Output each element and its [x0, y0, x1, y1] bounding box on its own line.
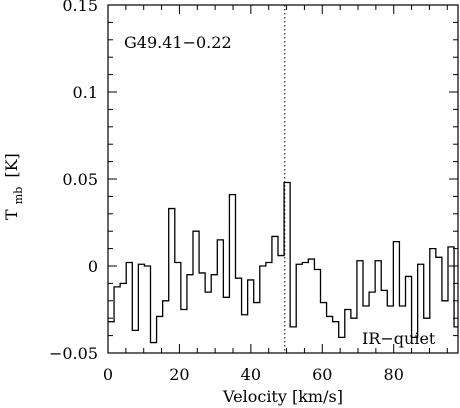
x-axis-label: Velocity [km/s]	[222, 387, 343, 406]
x-tick-label: 80	[384, 365, 404, 384]
y-axis-label-main: T	[2, 209, 21, 220]
y-axis-label-unit: [K]	[2, 153, 21, 177]
svg-text:T mb [K]: T mb [K]	[2, 153, 26, 220]
classification-label: IR−quiet	[362, 329, 436, 348]
y-tick-label: 0.05	[62, 170, 98, 189]
source-name-label: G49.41−0.22	[124, 33, 232, 52]
y-tick-label: 0	[88, 257, 98, 276]
x-tick-label: 20	[169, 365, 189, 384]
spectrum-bins	[108, 182, 458, 342]
y-axis-tick-labels: −0.05 0 0.05 0.1 0.15	[49, 0, 98, 363]
y-axis-ticks	[108, 4, 458, 354]
x-tick-label: 60	[312, 365, 332, 384]
y-tick-label: 0.15	[62, 0, 98, 15]
x-tick-label: 40	[241, 365, 261, 384]
y-axis-label: T mb [K]	[2, 153, 26, 220]
spectrum-step-line	[108, 181, 458, 344]
y-tick-label: −0.05	[49, 344, 98, 363]
y-axis-label-sub: mb	[12, 187, 25, 204]
x-tick-label: 0	[103, 365, 113, 384]
y-tick-label: 0.1	[73, 83, 98, 102]
x-axis-tick-labels: 0 20 40 60 80	[103, 365, 404, 384]
x-axis-ticks	[107, 5, 448, 353]
